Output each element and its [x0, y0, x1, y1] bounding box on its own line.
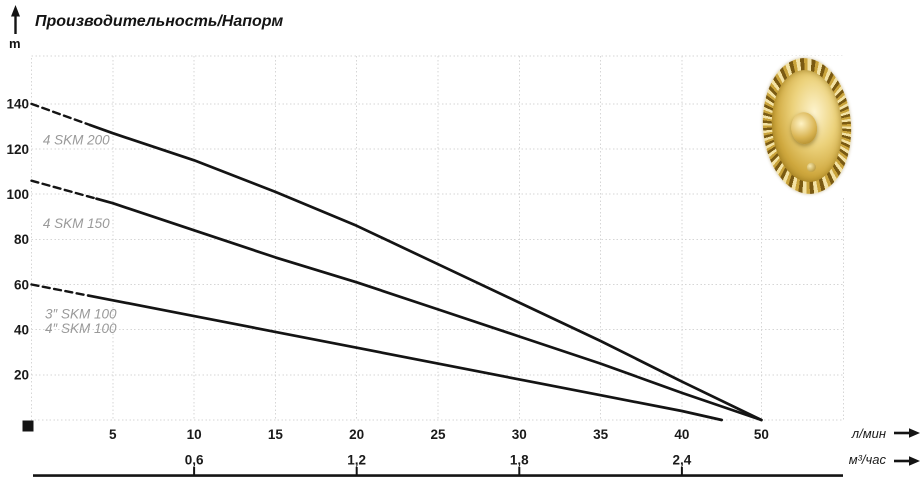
series-label: 4 SKM 200 — [43, 133, 110, 148]
y-tick-label: 140 — [6, 97, 29, 112]
x-tick-label-lmin: 10 — [187, 427, 202, 442]
series-curve — [88, 123, 763, 422]
x-tick-label-lmin: 15 — [268, 427, 284, 442]
y-tick-label: 20 — [14, 368, 29, 383]
origin-marker — [22, 420, 34, 432]
plot-grid — [31, 55, 844, 421]
x-axis-unit-primary: л/мин — [851, 426, 886, 441]
series-dashed-segment — [30, 102, 92, 127]
series-curve — [87, 294, 724, 422]
y-tick-label: 120 — [6, 142, 29, 157]
x-tick-label-m3h: 0,6 — [185, 453, 204, 468]
series-dashed-segment — [30, 283, 90, 297]
y-tick-label: 40 — [14, 323, 29, 338]
series-label: 4″ SKM 100 — [45, 321, 117, 336]
series-label: 3″ SKM 100 — [45, 306, 117, 321]
y-axis-arrow-icon — [11, 5, 20, 34]
x-axis-unit-secondary: м³/час — [849, 452, 887, 467]
x-axis-arrow-primary-icon — [894, 428, 920, 438]
y-axis-unit-label: m — [9, 36, 21, 51]
x-axis-arrow-secondary-icon — [894, 456, 920, 466]
series-label: 4 SKM 150 — [43, 216, 110, 231]
y-tick-label: 60 — [14, 277, 29, 292]
y-tick-label: 100 — [6, 187, 29, 202]
x-tick-label-lmin: 35 — [593, 427, 609, 442]
x-tick-label-m3h: 1,2 — [347, 453, 366, 468]
x-tick-label-lmin: 5 — [109, 427, 117, 442]
axis-tick-labels: 20 40 60 80 100 120 140 5 10 15 20 25 30 35 40 50 0,6 1,2… — [6, 97, 843, 477]
x-tick-label-lmin: 50 — [754, 427, 769, 442]
plot-border — [31, 55, 844, 421]
x-tick-label-m3h: 2,4 — [673, 453, 692, 468]
x-tick-label-lmin: 40 — [674, 427, 689, 442]
chart-title: Производительность/Напорм — [35, 13, 283, 30]
y-tick-label: 80 — [14, 232, 29, 247]
x-tick-label-lmin: 30 — [512, 427, 527, 442]
x-tick-label-lmin: 25 — [430, 427, 446, 442]
series-curve — [95, 197, 763, 422]
x-tick-label-m3h: 1,8 — [510, 453, 529, 468]
series-dashed-segment — [30, 179, 98, 200]
impeller-image — [758, 55, 856, 197]
x-tick-label-lmin: 20 — [349, 427, 364, 442]
